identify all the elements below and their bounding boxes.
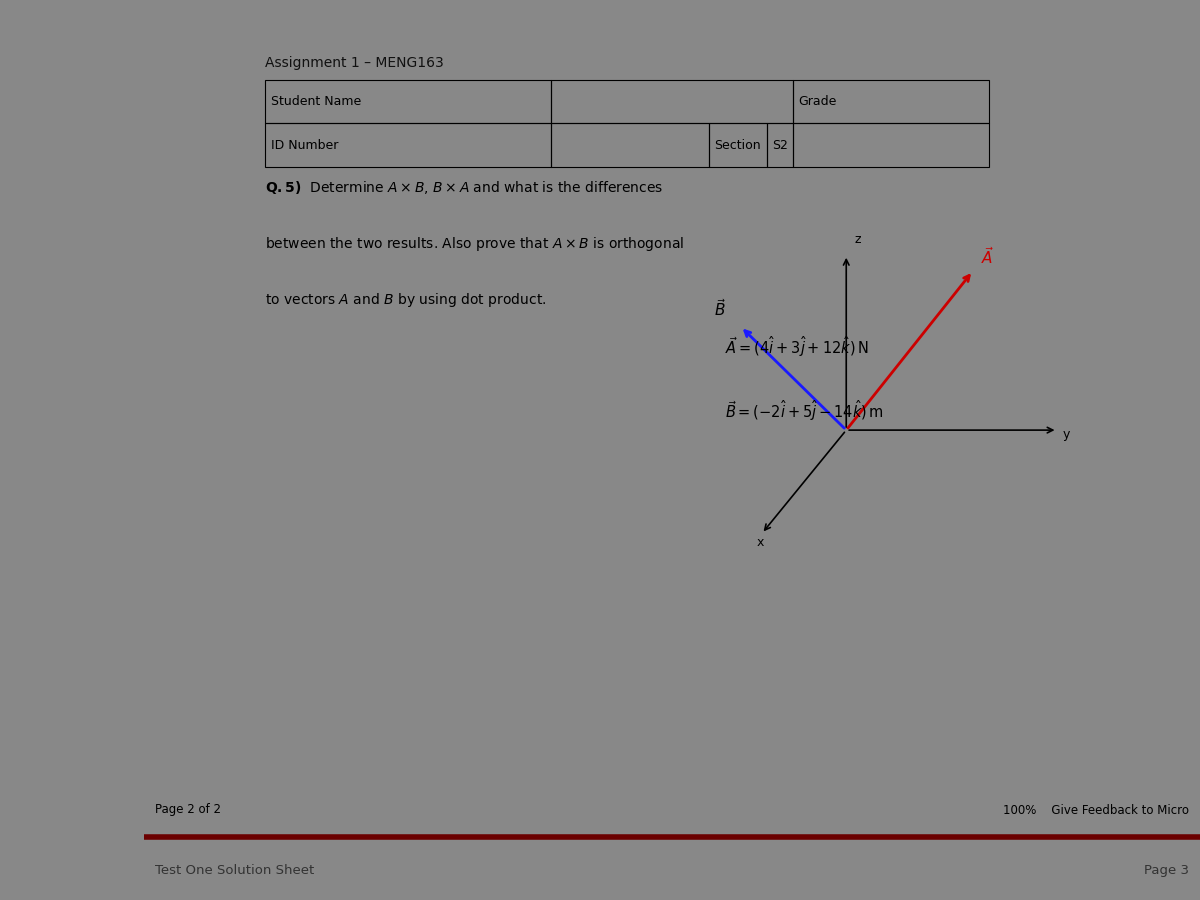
Bar: [551, 123, 709, 167]
Text: between the two results. Also prove that $A \times B$ is orthogonal: between the two results. Also prove that…: [265, 235, 684, 253]
Text: Grade: Grade: [799, 95, 838, 108]
Text: Assignment 1 – MENG163: Assignment 1 – MENG163: [265, 56, 444, 70]
Text: 100%    Give Feedback to Micro: 100% Give Feedback to Micro: [1003, 804, 1189, 816]
Text: Page 3: Page 3: [1145, 864, 1189, 878]
Text: ID Number: ID Number: [271, 139, 338, 152]
Text: x: x: [756, 536, 764, 549]
Bar: [551, 80, 793, 123]
Text: S2: S2: [773, 139, 788, 152]
Bar: [709, 123, 767, 167]
Text: Test One Solution Sheet: Test One Solution Sheet: [155, 864, 314, 878]
Text: Section: Section: [714, 139, 761, 152]
Bar: [793, 80, 989, 123]
Bar: [767, 123, 793, 167]
Bar: [265, 80, 551, 123]
Text: Page 2 of 2: Page 2 of 2: [155, 804, 221, 816]
Text: y: y: [1063, 428, 1070, 441]
Text: $\mathbf{Q.5)}$  Determine $A \times B$, $B \times A$ and what is the difference: $\mathbf{Q.5)}$ Determine $A \times B$, …: [265, 179, 664, 196]
Text: $\vec{B} = (-2\hat{i}+5\hat{j}-14\hat{k})\,\mathrm{m}$: $\vec{B} = (-2\hat{i}+5\hat{j}-14\hat{k}…: [725, 399, 883, 423]
Text: z: z: [854, 233, 862, 246]
Text: $\vec{B}$: $\vec{B}$: [714, 298, 727, 319]
Bar: [265, 123, 551, 167]
Text: $\vec{A}$: $\vec{A}$: [982, 246, 995, 266]
Text: Student Name: Student Name: [271, 95, 361, 108]
Bar: [793, 123, 989, 167]
Text: to vectors $A$ and $B$ by using dot product.: to vectors $A$ and $B$ by using dot prod…: [265, 291, 547, 309]
Text: $\vec{A} = (4\hat{i}+3\hat{j}+12\hat{k})\,\mathrm{N}$: $\vec{A} = (4\hat{i}+3\hat{j}+12\hat{k})…: [725, 335, 869, 359]
